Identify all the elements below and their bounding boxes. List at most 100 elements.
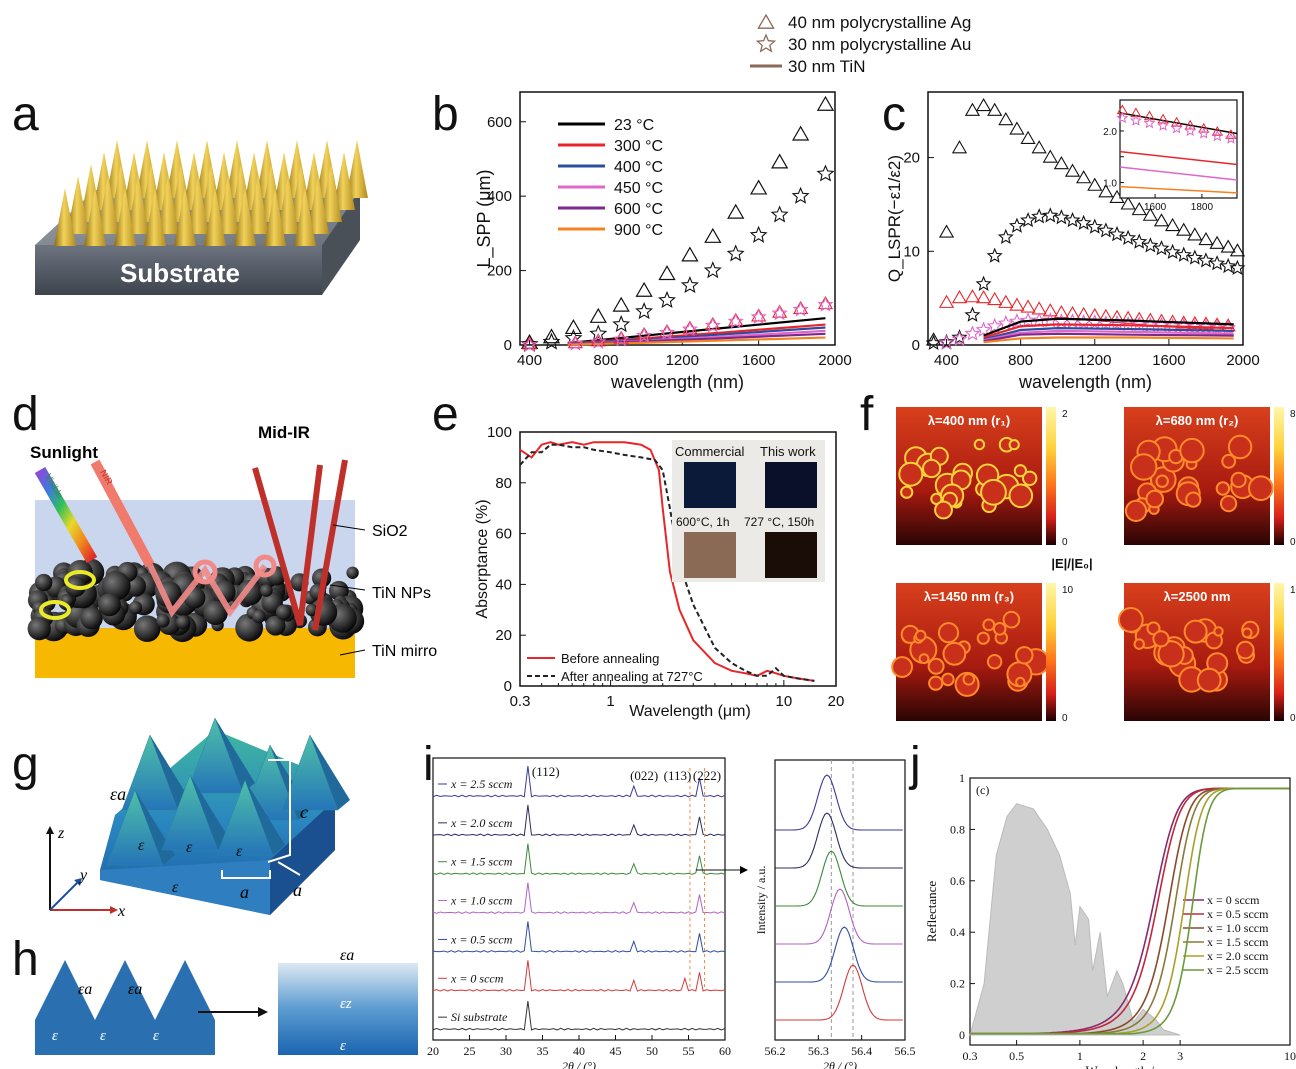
inset-line xyxy=(1119,150,1238,166)
chart-e: 0.3 1 10 20 0 20 40 60 80 100 Wavelength (μm) Absor… xyxy=(474,424,844,720)
photo-label: Commercial xyxy=(675,444,744,459)
sample-commercial-annealed xyxy=(684,532,736,578)
ag-triangle-point xyxy=(1176,222,1192,236)
panel-label: h xyxy=(12,933,39,986)
ag-triangle-point xyxy=(975,97,992,112)
chart-i: 20 25 30 35 40 45 50 55 60 2θ / (°) x = 2.5 sccm x … xyxy=(427,757,916,1069)
legend-label: After annealing at 727°C xyxy=(561,669,703,684)
field-pore xyxy=(1021,470,1038,486)
panel-f-field-maps: λ=400 nm (r₁) 2 0 λ=680 nm (r₂) 8 0 λ=1450 nm … xyxy=(891,407,1296,724)
x-tick-label: 2 xyxy=(1140,1049,1146,1063)
au-star-point xyxy=(726,244,745,262)
photo-label: 727 °C, 150h xyxy=(744,515,814,529)
field-pore xyxy=(941,672,955,687)
field-pore xyxy=(1145,489,1164,509)
au-star-point xyxy=(589,324,608,342)
inset-ag-point xyxy=(1157,113,1169,124)
tin-series-line xyxy=(983,323,1234,339)
ag-triangle-point xyxy=(938,294,955,308)
y-axis-label: L_SPP (μm) xyxy=(474,169,495,267)
field-pore xyxy=(1117,607,1144,633)
ag-triangle-point xyxy=(589,307,607,323)
x-tick-label: 1 xyxy=(1077,1049,1083,1063)
x-tick-label: 20 xyxy=(828,693,845,710)
legend-star-marker xyxy=(755,33,777,53)
x-tick-label: 10 xyxy=(1284,1049,1296,1063)
y-axis-label: Absorptance (%) xyxy=(474,499,491,618)
ag-triangle-point xyxy=(1109,309,1125,323)
ag-triangle-point xyxy=(1020,299,1036,313)
panel-label: a xyxy=(12,88,39,141)
annealed-au-point xyxy=(590,333,607,349)
y-tick-label: 0 xyxy=(959,1028,965,1042)
cone xyxy=(97,176,119,234)
au-star-point xyxy=(658,290,676,308)
panel-label: e xyxy=(432,388,459,441)
ag-triangle-point xyxy=(727,203,745,219)
ag-triangle-point xyxy=(612,296,630,312)
peak-label: (113) xyxy=(664,768,692,783)
au-star-point xyxy=(951,331,968,347)
cone xyxy=(294,188,316,246)
tin-nanoparticle xyxy=(27,617,51,641)
svg-text:εa: εa xyxy=(110,784,126,804)
legend-label: 300 °C xyxy=(614,138,663,155)
sample-commercial xyxy=(684,462,736,508)
legend-label: 600 °C xyxy=(614,201,663,218)
field-pore xyxy=(1015,646,1034,665)
x-tick-label: 20 xyxy=(427,1044,439,1058)
x-axis-label: Wavelength / μm xyxy=(1086,1063,1175,1069)
tin-series-line xyxy=(983,327,1234,341)
inset-ag-point xyxy=(1184,119,1196,130)
x-axis-label: wavelength (nm) xyxy=(610,372,744,392)
cone xyxy=(346,140,368,198)
reflectance-curve xyxy=(970,787,1290,1035)
inset-y-tick-label: 1.0 xyxy=(1103,179,1117,190)
ag-triangle-point xyxy=(1120,196,1136,210)
x-tick-label: 800 xyxy=(593,352,618,369)
x-tick-label: 800 xyxy=(1008,352,1033,369)
panel-g-schematic: εa ε ε ε ε c a a z y x xyxy=(46,717,350,920)
zoom-peak xyxy=(775,850,903,907)
ag-triangle-point xyxy=(749,179,768,195)
series-label: x = 1.0 sccm xyxy=(450,894,513,908)
tin-nanoparticle xyxy=(80,607,103,630)
field-map-title: λ=680 nm (r₂) xyxy=(1156,413,1239,428)
series-label: x = 2.0 sccm xyxy=(450,816,513,830)
zoom-arrow-head xyxy=(740,866,748,874)
x-tick-label: 1200 xyxy=(666,352,699,369)
chart-c: 400 800 1200 1600 2000 0 10 20 wavelength (nm) Q_… xyxy=(885,91,1260,392)
cone xyxy=(234,188,256,246)
colorbar-max: 2 xyxy=(1062,409,1068,420)
au-star-point xyxy=(997,228,1014,245)
xrd-pattern xyxy=(432,804,726,837)
peak-label: (222) xyxy=(693,768,721,783)
series-label: x = 0 sccm xyxy=(450,971,504,985)
legend-label: x = 0.5 sccm xyxy=(1207,907,1269,921)
au-star-point xyxy=(1153,316,1170,333)
field-pore xyxy=(1152,630,1170,648)
series-label: x = 1.5 sccm xyxy=(450,855,513,869)
au-star-point xyxy=(749,225,768,243)
y-tick-label: 0.2 xyxy=(950,977,965,991)
pyramid-side xyxy=(215,718,255,793)
au-star-point xyxy=(1064,211,1081,228)
tin-nanoparticle xyxy=(133,615,161,642)
zoom-peak xyxy=(775,926,903,983)
x-tick-label: 45 xyxy=(610,1044,622,1058)
legend-label: 23 °C xyxy=(614,117,654,134)
ag-triangle-point xyxy=(1229,243,1246,257)
solar-spectrum xyxy=(969,803,1181,1036)
xrd-pattern xyxy=(432,882,726,914)
field-pore xyxy=(1008,483,1034,509)
panel-labels: a b c d e f g h i j xyxy=(12,88,921,986)
au-star-point xyxy=(1020,211,1037,228)
au-star-point xyxy=(1164,243,1181,260)
y-tick-label: 0 xyxy=(912,337,920,354)
field-pore xyxy=(914,629,927,642)
au-star-point xyxy=(986,247,1003,263)
tin-nanoparticle xyxy=(275,604,292,620)
cone xyxy=(277,176,299,234)
ag-triangle-point xyxy=(564,319,583,335)
